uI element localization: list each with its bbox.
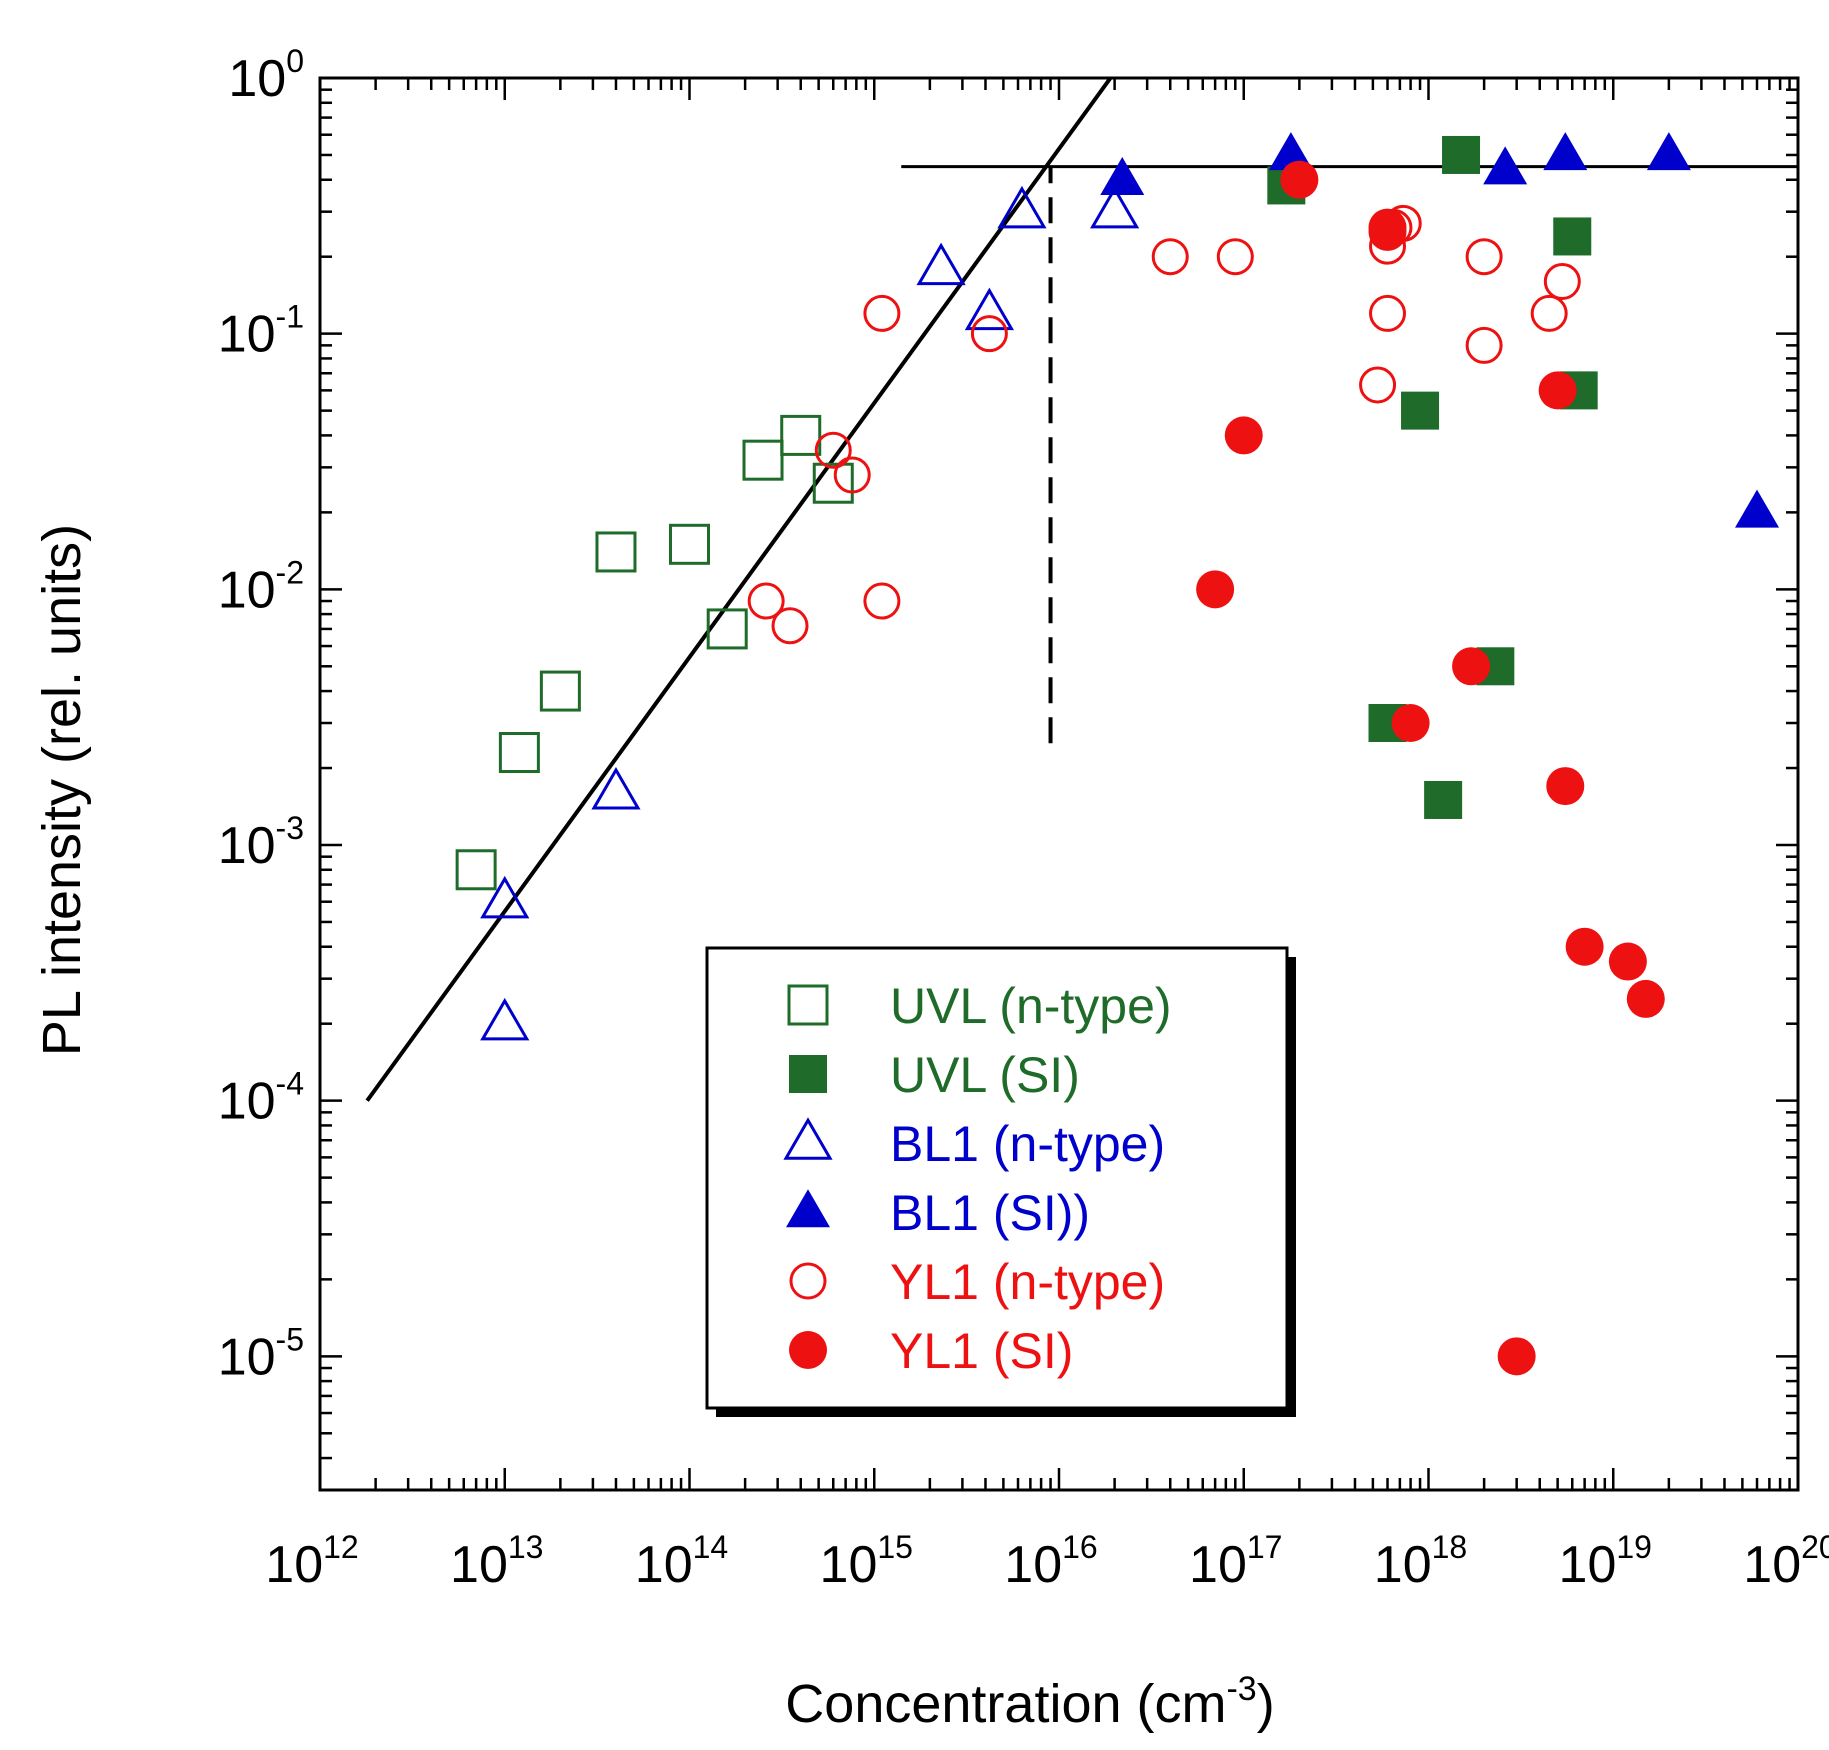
fit-line: [365, 78, 1113, 1102]
yl1-n-type-point: [1465, 238, 1503, 276]
bl1-si-point: [1735, 489, 1780, 528]
y-tick-label: 10-2: [218, 554, 304, 619]
yl1-si-point: [1280, 160, 1319, 199]
axis-ticks: [318, 78, 1798, 1492]
y-tick-label: 100: [228, 43, 304, 108]
x-tick-label: 1016: [1004, 1529, 1097, 1594]
uvl-n-type-point: [539, 670, 581, 712]
x-tick-label: 1014: [635, 1529, 728, 1594]
y-tick-label: 10-4: [218, 1066, 304, 1131]
yl1-n-type-point: [1543, 262, 1581, 300]
x-tick-label: 1020: [1743, 1529, 1829, 1594]
y-axis-title: PL intensity (rel. units): [32, 524, 92, 1056]
y-tick-label: 10-3: [218, 810, 304, 875]
uvl-n-type-point: [706, 608, 748, 650]
yl1-n-type-point: [1465, 326, 1503, 364]
uvl-si-point: [1442, 135, 1481, 174]
yl1-si-point: [1546, 767, 1585, 806]
yl1-n-type-point: [1151, 238, 1189, 276]
uvl-n-type-point: [498, 732, 540, 774]
yl1-si-point: [1626, 979, 1665, 1018]
legend-label-yl1-n-type: YL1 (n-type): [890, 1254, 1165, 1310]
bl1-si-point: [1268, 132, 1313, 171]
yl1-n-type-point: [1530, 294, 1568, 332]
bl1-n-type-point: [916, 242, 966, 286]
yl1-si-point: [1196, 570, 1235, 609]
uvl-n-type-point: [455, 849, 497, 891]
x-tick-label: 1012: [265, 1529, 358, 1594]
yl1-si-point: [1497, 1337, 1536, 1376]
uvl-n-type-point: [812, 462, 854, 504]
x-tick-label: 1017: [1189, 1529, 1282, 1594]
bl1-n-type-point: [480, 997, 530, 1041]
yl1-n-type-point: [863, 294, 901, 332]
bl1-si-point: [1646, 132, 1691, 171]
yl1-n-type-point: [1369, 294, 1407, 332]
plot-frame: [318, 76, 1800, 1492]
bl1-n-type-point: [1090, 185, 1140, 229]
bl1-si-point: [1100, 156, 1145, 195]
legend-marker-yl1-n-type: [789, 1262, 827, 1300]
bl1-n-type-point: [997, 185, 1047, 229]
legend-marker-uvl-si: [789, 1055, 827, 1093]
legend-marker-yl1-si: [789, 1331, 827, 1369]
legend-label-uvl-si: UVL (SI): [890, 1047, 1080, 1103]
uvl-n-type-point: [669, 523, 710, 565]
yl1-si-point: [1368, 208, 1407, 247]
yl1-si-point: [1224, 416, 1263, 455]
yl1-n-type-point: [863, 582, 901, 620]
yl1-n-type-point: [1216, 238, 1254, 276]
legend: UVL (n-type) UVL (SI) BL1 (n-type) BL1 (SI)…: [705, 946, 1296, 1417]
yl1-n-type-point: [747, 582, 785, 620]
yl1-n-type-point: [814, 431, 852, 469]
legend-label-bl1-n-type: BL1 (n-type): [890, 1116, 1165, 1172]
data-points: [455, 132, 1780, 1376]
yl1-n-type-point: [1359, 366, 1397, 404]
uvl-n-type-point: [595, 531, 637, 573]
uvl-si-point: [1424, 780, 1463, 819]
bl1-n-type-point: [591, 767, 641, 810]
y-tick-label: 10-1: [218, 299, 304, 364]
yl1-si-point: [1608, 942, 1647, 981]
uvl-si-point: [1401, 391, 1440, 430]
uvl-n-type-point: [742, 439, 784, 481]
uvl-si-point: [1553, 217, 1592, 256]
yl1-n-type-point: [970, 315, 1008, 353]
x-tick-label: 1013: [450, 1529, 543, 1594]
legend-marker-bl1-si: [786, 1189, 830, 1228]
y-tick-label: 10-5: [218, 1321, 304, 1386]
bl1-n-type-point: [480, 875, 530, 919]
x-tick-label: 1018: [1374, 1529, 1467, 1594]
bl1-si-point: [1543, 132, 1588, 171]
x-tick-label: 1015: [820, 1529, 913, 1594]
bl1-si-point: [1483, 146, 1528, 185]
x-axis-title: Concentration (cm-3): [785, 1670, 1274, 1734]
yl1-n-type-point: [771, 607, 809, 645]
legend-label-uvl-n-type: UVL (n-type): [890, 978, 1172, 1034]
yl1-si-point: [1452, 647, 1491, 686]
yl1-si-point: [1565, 927, 1604, 966]
yl1-si-point: [1391, 704, 1430, 743]
yl1-si-point: [1538, 371, 1577, 410]
bl1-n-type-point: [964, 287, 1014, 331]
x-tick-label: 1019: [1559, 1529, 1652, 1594]
legend-label-yl1-si: YL1 (SI): [890, 1323, 1073, 1379]
yl1-n-type-point: [833, 456, 871, 494]
reference-lines: [365, 78, 1798, 1102]
legend-marker-bl1-n-type: [783, 1117, 833, 1160]
legend-marker-uvl-n-type: [787, 984, 829, 1026]
tick-labels: 1012 1013 1014 1015 1016 1017 1018 1019 1020 100 1…: [218, 43, 1829, 1594]
legend-label-bl1-si: BL1 (SI)): [890, 1185, 1090, 1241]
uvl-n-type-point: [780, 414, 822, 456]
